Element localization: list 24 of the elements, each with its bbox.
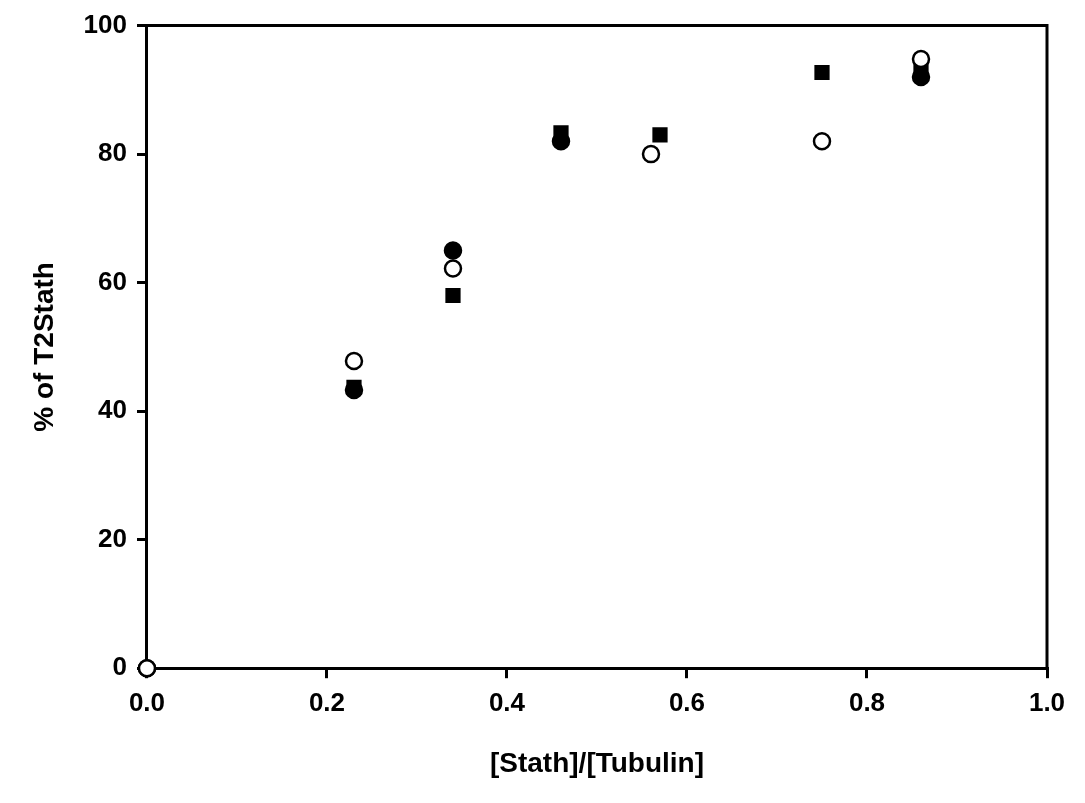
point xyxy=(652,127,668,143)
x-axis-title: [Stath]/[Tubulin] xyxy=(489,746,705,778)
point xyxy=(814,64,830,81)
point xyxy=(443,241,463,260)
point xyxy=(346,379,362,395)
point xyxy=(344,351,364,371)
point xyxy=(445,287,461,304)
point xyxy=(911,49,931,69)
point xyxy=(812,132,832,151)
y-tick-label: 80 xyxy=(98,137,127,168)
y-tick-label: 20 xyxy=(98,522,127,553)
point xyxy=(443,259,463,278)
y-tick-label: 40 xyxy=(98,394,127,425)
y-tick-label: 0 xyxy=(112,651,127,682)
x-tick-label: 0.6 xyxy=(668,686,706,717)
x-tick-label: 0.2 xyxy=(308,686,346,717)
point xyxy=(641,144,661,164)
y-tick-label: 60 xyxy=(98,265,127,296)
y-tick-label: 100 xyxy=(83,8,127,39)
x-tick-label: 0.0 xyxy=(128,686,166,717)
x-tick-label: 0.8 xyxy=(848,686,886,717)
x-tick-label: 1.0 xyxy=(1028,686,1066,717)
x-tick-label: 0.4 xyxy=(488,686,526,717)
y-axis-title: % of T2Stath xyxy=(27,262,59,432)
